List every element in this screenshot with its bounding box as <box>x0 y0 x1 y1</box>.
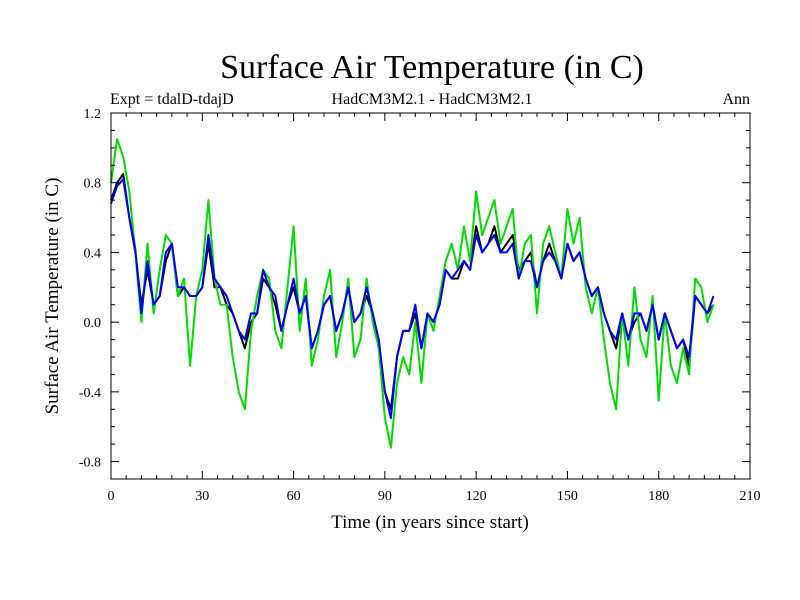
y-tick-label: -0.8 <box>79 456 101 471</box>
model-label: HadCM3M2.1 - HadCM3M2.1 <box>332 91 533 108</box>
experiment-label: Expt = tdalD-tdajD <box>110 91 234 108</box>
x-tick-label: 60 <box>287 489 301 504</box>
frame-layer <box>110 112 751 480</box>
y-axis-label: Surface Air Temperature (in C) <box>42 178 63 415</box>
series-line-green <box>110 138 715 449</box>
tick-layer <box>110 112 751 480</box>
x-tick-label: 150 <box>557 489 578 504</box>
y-tick-label: -0.4 <box>79 386 101 401</box>
season-label: Ann <box>722 91 750 108</box>
tick-labels: 0 30 60 90 120 150 180 210 -0.8 -0.4 0.0 0.4 0.8 1.2 <box>79 107 761 504</box>
series-line-black <box>110 173 715 411</box>
series-line-blue <box>110 178 715 419</box>
x-axis-label: Time (in years since start) <box>331 512 529 533</box>
x-tick-label: 180 <box>648 489 669 504</box>
x-tick-label: 0 <box>108 489 115 504</box>
plot-frame <box>110 112 751 480</box>
y-tick-label: 0.0 <box>84 316 102 331</box>
chart-title: Surface Air Temperature (in C) <box>220 49 644 86</box>
x-tick-label: 90 <box>378 489 392 504</box>
y-tick-label: 0.4 <box>84 246 102 261</box>
series-layer <box>110 138 715 449</box>
x-tick-label: 30 <box>195 489 209 504</box>
x-tick-label: 210 <box>740 489 761 504</box>
y-tick-label: 0.8 <box>84 177 102 192</box>
x-tick-label: 120 <box>466 489 487 504</box>
y-tick-label: 1.2 <box>84 107 102 122</box>
